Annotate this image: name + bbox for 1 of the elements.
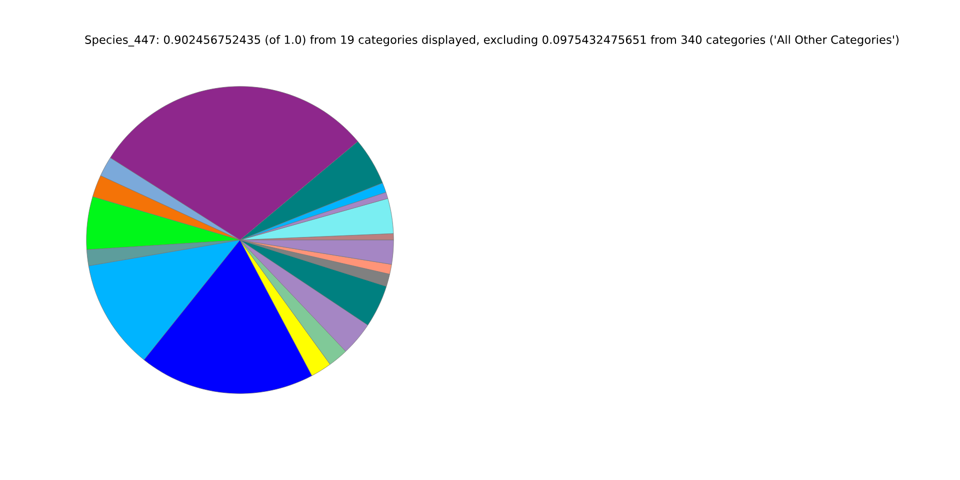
text: Species_447: 0.902456752435 (of 1.0) from 19 categories displayed, excluding 0.0975432475651 from 340 categories ('All Other Categories') — [85, 35, 899, 46]
